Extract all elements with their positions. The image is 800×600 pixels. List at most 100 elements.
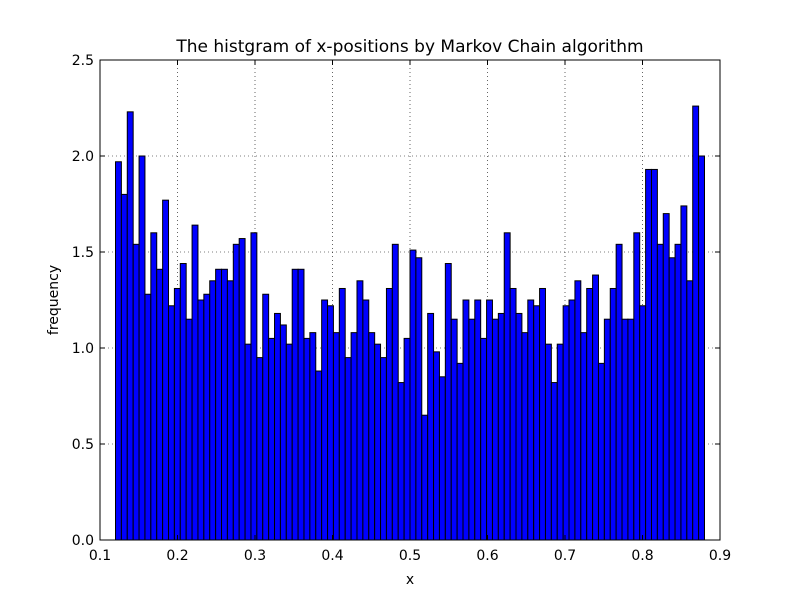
histogram-bar [191,224,199,541]
histogram-bar [662,213,670,541]
histogram-bar [132,243,140,541]
histogram-bar [427,312,435,541]
histogram-bar [497,312,505,541]
histogram-bar [533,305,541,541]
histogram-bar [592,274,599,541]
x-tick-labels: 0.1 0.2 0.3 0.4 0.5 0.6 0.7 0.8 0.9 [89,548,731,564]
x-tick-label: 0.2 [166,548,188,564]
histogram-bar [668,257,676,541]
histogram-bar [321,299,329,541]
histogram-bar [115,161,122,541]
y-tick-label: 0.0 [72,533,94,549]
histogram-bar [215,268,223,541]
x-tick-label: 0.4 [321,548,343,564]
histogram-bar [380,357,387,541]
y-tick-label: 1.5 [72,245,94,261]
histogram-bar [362,299,370,541]
histogram-bar [480,337,488,541]
histogram-bar [256,357,264,541]
histogram-bar [609,287,617,541]
histogram-bar [645,168,652,541]
histogram-bar [639,305,647,541]
histogram-bar [262,293,270,541]
histogram-bar [297,268,305,541]
histogram-bar [550,382,558,541]
histogram-bar [221,268,228,541]
histogram-bar [226,280,234,541]
histogram-bar [250,232,258,541]
y-tick-labels: 0.0 0.5 1.0 1.5 2.0 2.5 [72,53,94,549]
histogram-bar [621,318,629,541]
histogram-bar [444,263,452,541]
histogram-bar [356,280,364,541]
histogram-bar [332,332,340,541]
histogram-bar [120,193,128,541]
y-tick-label: 2.5 [72,53,94,69]
histogram-bar [580,332,588,541]
axis-ticks [99,59,721,541]
histogram-bar [173,287,181,541]
y-tick-label: 1.0 [72,341,94,357]
histogram-bar [421,414,429,541]
histogram-bar [633,232,641,541]
histogram-bar [527,299,535,541]
histogram-bar [503,232,511,541]
y-axis-title: frequency [46,265,62,335]
histogram-bar [438,376,446,541]
x-tick-label: 0.6 [476,548,498,564]
histogram-bar [462,299,470,541]
histogram-bar [126,111,134,541]
histogram-bar [603,318,611,541]
histogram-bar [656,243,664,541]
histogram-bar [650,168,658,541]
histogram-bar [556,343,564,541]
histogram-bar [279,324,287,541]
histogram-bar [209,280,217,541]
histogram-bar [138,155,146,541]
histogram-bar [474,299,482,541]
histogram-bar [162,199,170,541]
histogram-bar [168,305,175,541]
histogram-bar [385,287,393,541]
histogram-bar [409,249,417,541]
histogram-bar [433,351,440,541]
histogram-bar [315,370,323,541]
chart-title: The histgram of x-positions by Markov Ch… [175,37,643,57]
histogram-bar [627,318,635,541]
histogram-bar [238,238,246,541]
histogram-bar [197,299,205,541]
histogram-bar [486,299,493,541]
x-tick-label: 0.1 [89,548,111,564]
histogram-bar [285,343,293,541]
histogram-bar [268,337,276,541]
histogram-bar [403,337,411,541]
histogram-bar [397,382,405,541]
histogram-bar [203,293,211,541]
histogram-bar [521,332,529,541]
histogram-bar [680,205,688,541]
histogram-bar [468,318,476,541]
x-tick-label: 0.5 [399,548,421,564]
histogram-bar [698,155,705,541]
histogram-bar [686,280,694,541]
histogram-bar [539,287,546,541]
histogram-bar [274,312,281,541]
x-axis-title: x [406,572,414,588]
histogram-bar [156,268,164,541]
histogram-bar [144,293,152,541]
histogram-bar [692,105,700,541]
histogram-bar [344,357,352,541]
histogram-bar [415,257,423,541]
histogram-bar [456,362,464,541]
histogram-bar [515,312,523,541]
y-tick-label: 0.5 [72,437,94,453]
histogram-bar [179,263,187,541]
histogram-bar [674,243,682,541]
histogram-bar [185,318,193,541]
histogram-bar [562,305,570,541]
histogram-bar [291,268,299,541]
histogram-bar [391,243,399,541]
x-tick-label: 0.3 [244,548,266,564]
histogram-bar [574,280,582,541]
x-tick-label: 0.8 [631,548,653,564]
